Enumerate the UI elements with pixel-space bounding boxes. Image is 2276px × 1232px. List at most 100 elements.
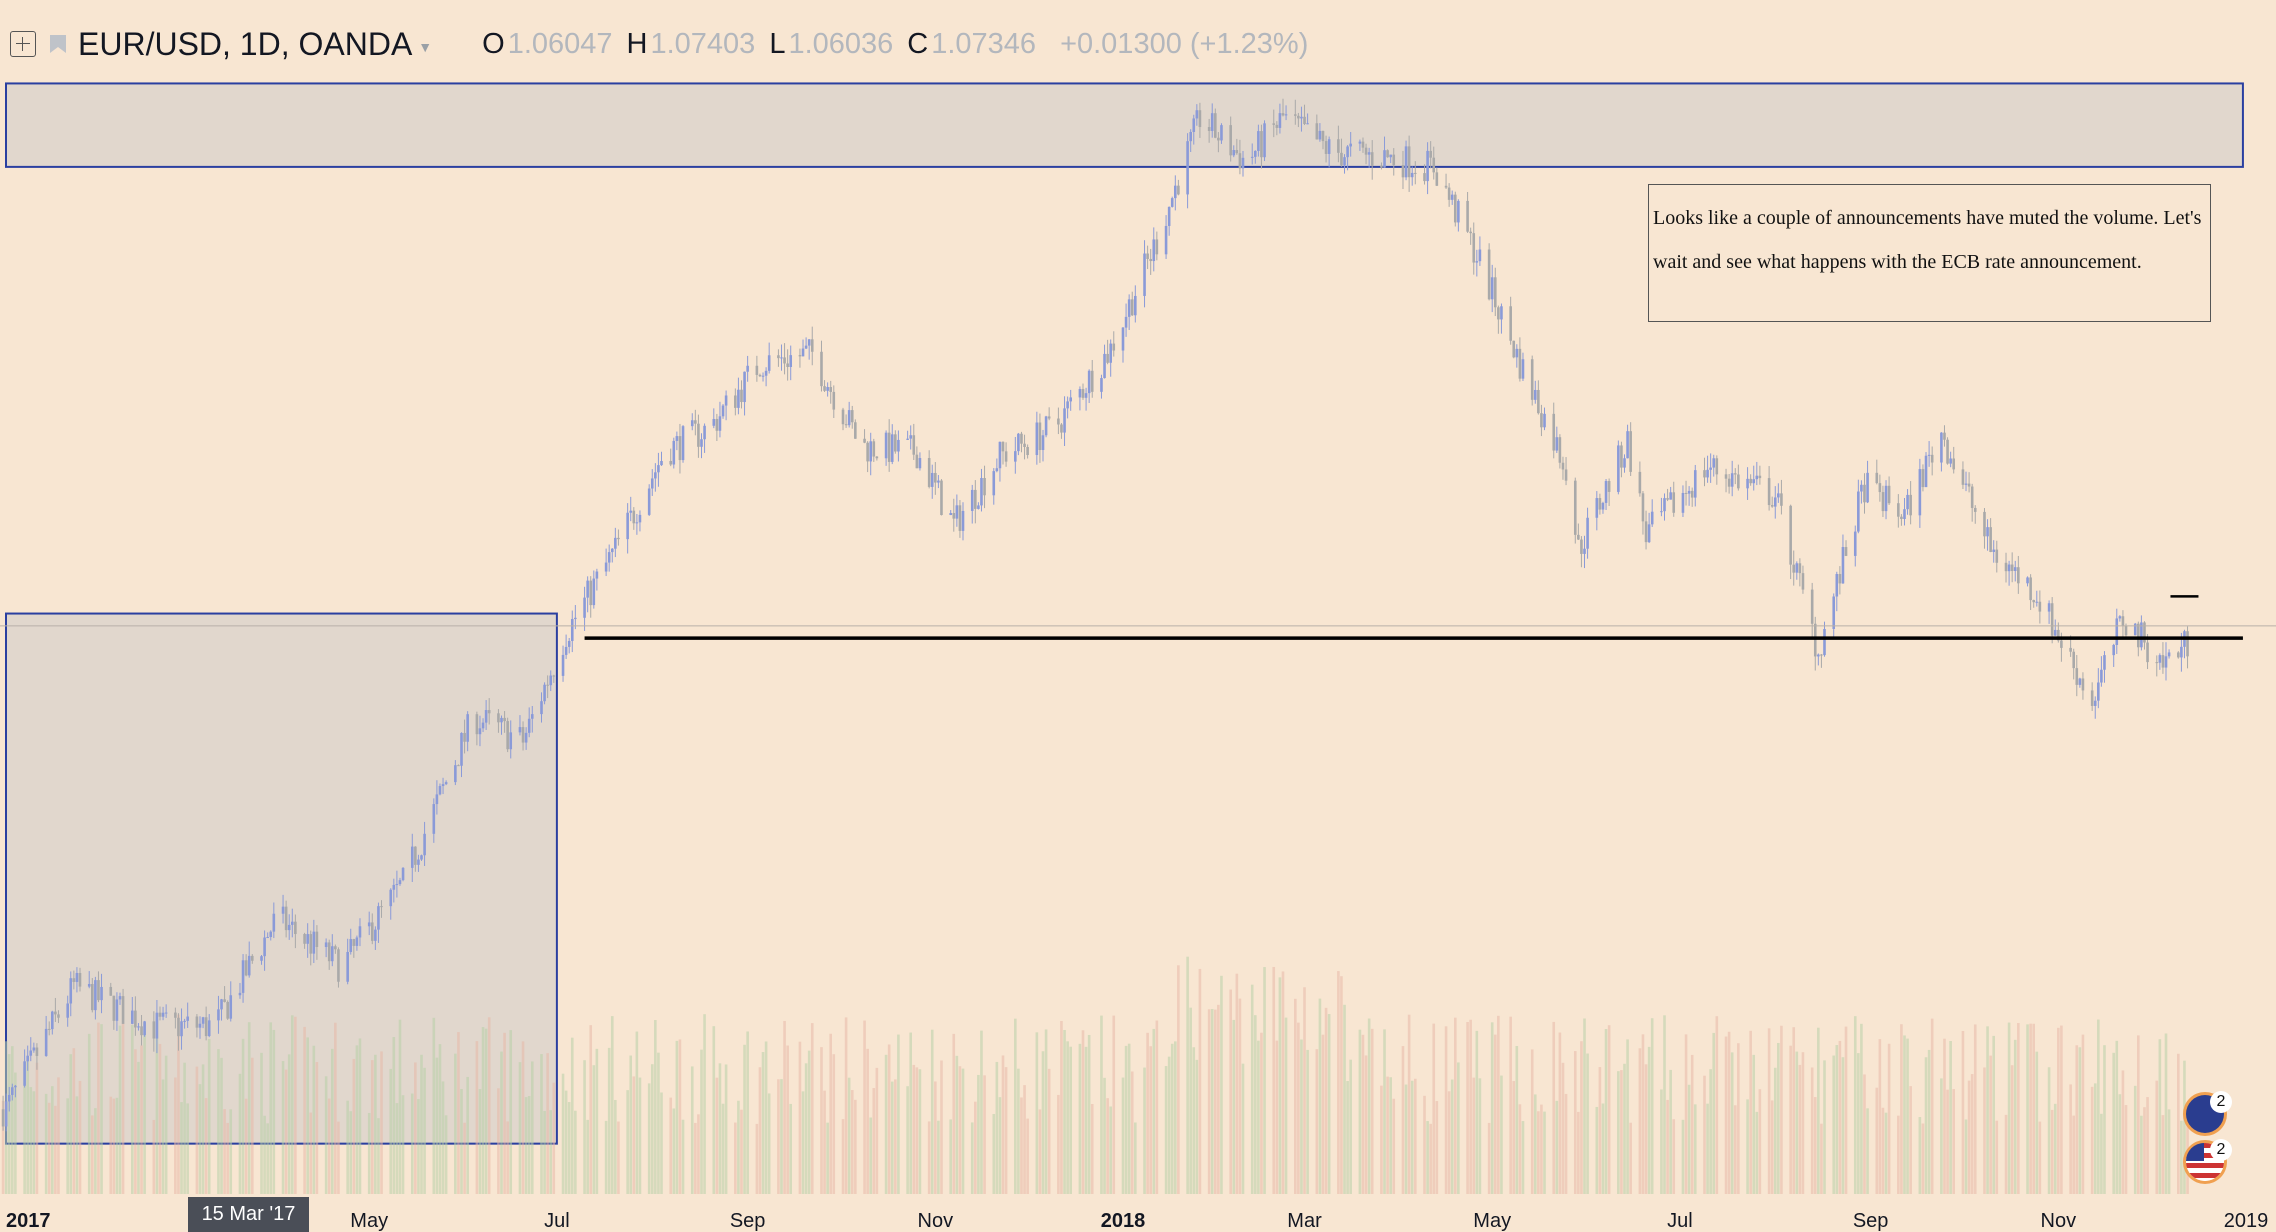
volume-bar xyxy=(690,1066,694,1194)
volume-bar xyxy=(1820,1123,1823,1194)
candle-body xyxy=(1623,458,1626,468)
volume-bar xyxy=(974,1101,977,1194)
chevron-down-icon[interactable]: ▼ xyxy=(418,39,433,55)
volume-bar xyxy=(1478,1078,1482,1194)
volume-bar xyxy=(1660,1089,1663,1194)
volume-bar xyxy=(1361,1034,1365,1194)
candle-body xyxy=(697,423,700,447)
volume-bar xyxy=(863,1020,866,1194)
volume-bar xyxy=(1961,1030,1965,1194)
candle-body xyxy=(1475,261,1479,263)
candle-body xyxy=(638,514,642,523)
time-axis[interactable]: 2017 May Jul Sep Nov 2018 Mar May Jul Sep Nov 2019 xyxy=(6,1210,2268,1232)
candle-body xyxy=(869,441,873,462)
candle-body xyxy=(2118,616,2122,619)
symbol-title[interactable]: EUR/USD, 1D, OANDA xyxy=(78,25,413,62)
candle-body xyxy=(614,537,617,549)
volume-bar xyxy=(1598,1067,1602,1194)
candle-body xyxy=(1580,539,1583,554)
volume-bar xyxy=(1106,1098,1109,1194)
candle-body xyxy=(1884,485,1888,512)
candle-body xyxy=(1866,472,1869,503)
candle-body xyxy=(715,418,719,431)
volume-bar xyxy=(1792,1027,1796,1194)
candle-body xyxy=(1229,125,1232,156)
volume-bar xyxy=(777,1079,780,1194)
us-events-icon[interactable] xyxy=(2186,1143,2224,1181)
volume-bar xyxy=(1407,1014,1411,1194)
candle-body xyxy=(1170,198,1174,207)
volume-bar xyxy=(1124,1045,1128,1194)
volume-bar xyxy=(1943,1038,1946,1194)
volume-bar xyxy=(1684,1034,1688,1194)
candle-body xyxy=(1755,475,1759,480)
candle-body xyxy=(1733,473,1737,475)
candle-body xyxy=(334,946,337,950)
volume-bar xyxy=(887,1044,891,1194)
candle-body xyxy=(1860,484,1863,492)
candle-body xyxy=(2155,662,2159,664)
volume-bar xyxy=(934,1081,937,1194)
volume-bar xyxy=(1586,1053,1589,1194)
volume-bar xyxy=(1690,1054,1694,1194)
volume-bar xyxy=(2053,1103,2057,1194)
volume-bar xyxy=(389,1068,393,1194)
volume-bar xyxy=(1617,1071,1620,1194)
add-symbol-button[interactable] xyxy=(10,31,36,57)
volume-bar xyxy=(1681,1119,1685,1194)
volume-bar xyxy=(306,1037,309,1194)
candle-body xyxy=(595,571,599,579)
flag-icon[interactable] xyxy=(48,33,68,55)
volume-bar xyxy=(444,1115,448,1194)
volume-bar xyxy=(681,1119,685,1194)
candle-body xyxy=(1607,481,1611,492)
volume-bar xyxy=(2007,1022,2011,1194)
volume-bar xyxy=(1207,1009,1211,1194)
volume-bar xyxy=(1047,1068,1051,1194)
volume-bar xyxy=(1069,1046,1072,1194)
volume-bar xyxy=(1026,1118,1029,1194)
candle-body xyxy=(1952,458,1956,470)
x-tick-label: 2017 xyxy=(6,1210,51,1232)
volume-bar xyxy=(1257,1040,1260,1194)
volume-bar xyxy=(906,1086,909,1194)
volume-bar xyxy=(635,1031,639,1194)
volume-bar xyxy=(432,1017,436,1194)
candle-body xyxy=(1964,483,1968,485)
candle-body xyxy=(112,995,116,1021)
candle-body xyxy=(1143,253,1146,296)
volume-bar xyxy=(1103,1077,1106,1194)
candle-body xyxy=(866,442,869,462)
candle-body xyxy=(1272,123,1276,125)
candle-body xyxy=(244,960,248,976)
candle-body xyxy=(1943,432,1946,440)
volume-bar xyxy=(1112,1015,1116,1194)
candle-body xyxy=(290,921,294,925)
volume-bar xyxy=(940,1060,943,1194)
candle-body xyxy=(552,675,556,677)
volume-bar xyxy=(1392,1098,1396,1194)
volume-bar xyxy=(109,1096,113,1194)
volume-bar xyxy=(1090,1103,1094,1194)
candle-body xyxy=(121,996,125,1024)
candle-body xyxy=(75,972,79,982)
volume-bar xyxy=(423,1067,426,1194)
candle-body xyxy=(804,345,808,349)
candle-body xyxy=(87,984,91,987)
volume-bar xyxy=(1232,1019,1236,1194)
volume-bar xyxy=(2010,1065,2014,1194)
volume-bar xyxy=(2167,1109,2171,1194)
volume-bar xyxy=(2124,1105,2128,1194)
candle-body xyxy=(1293,114,1297,116)
volume-bar xyxy=(866,1048,869,1194)
candle-body xyxy=(2075,668,2079,685)
candle-body xyxy=(1841,547,1845,584)
volume-bar xyxy=(287,1054,291,1194)
candle-body xyxy=(1903,509,1906,519)
volume-bar xyxy=(312,1045,316,1194)
volume-bar xyxy=(134,1049,137,1194)
text-note[interactable]: Looks like a couple of announcements hav… xyxy=(1648,184,2211,322)
candle-body xyxy=(755,365,759,375)
volume-bar xyxy=(1364,1055,1368,1194)
